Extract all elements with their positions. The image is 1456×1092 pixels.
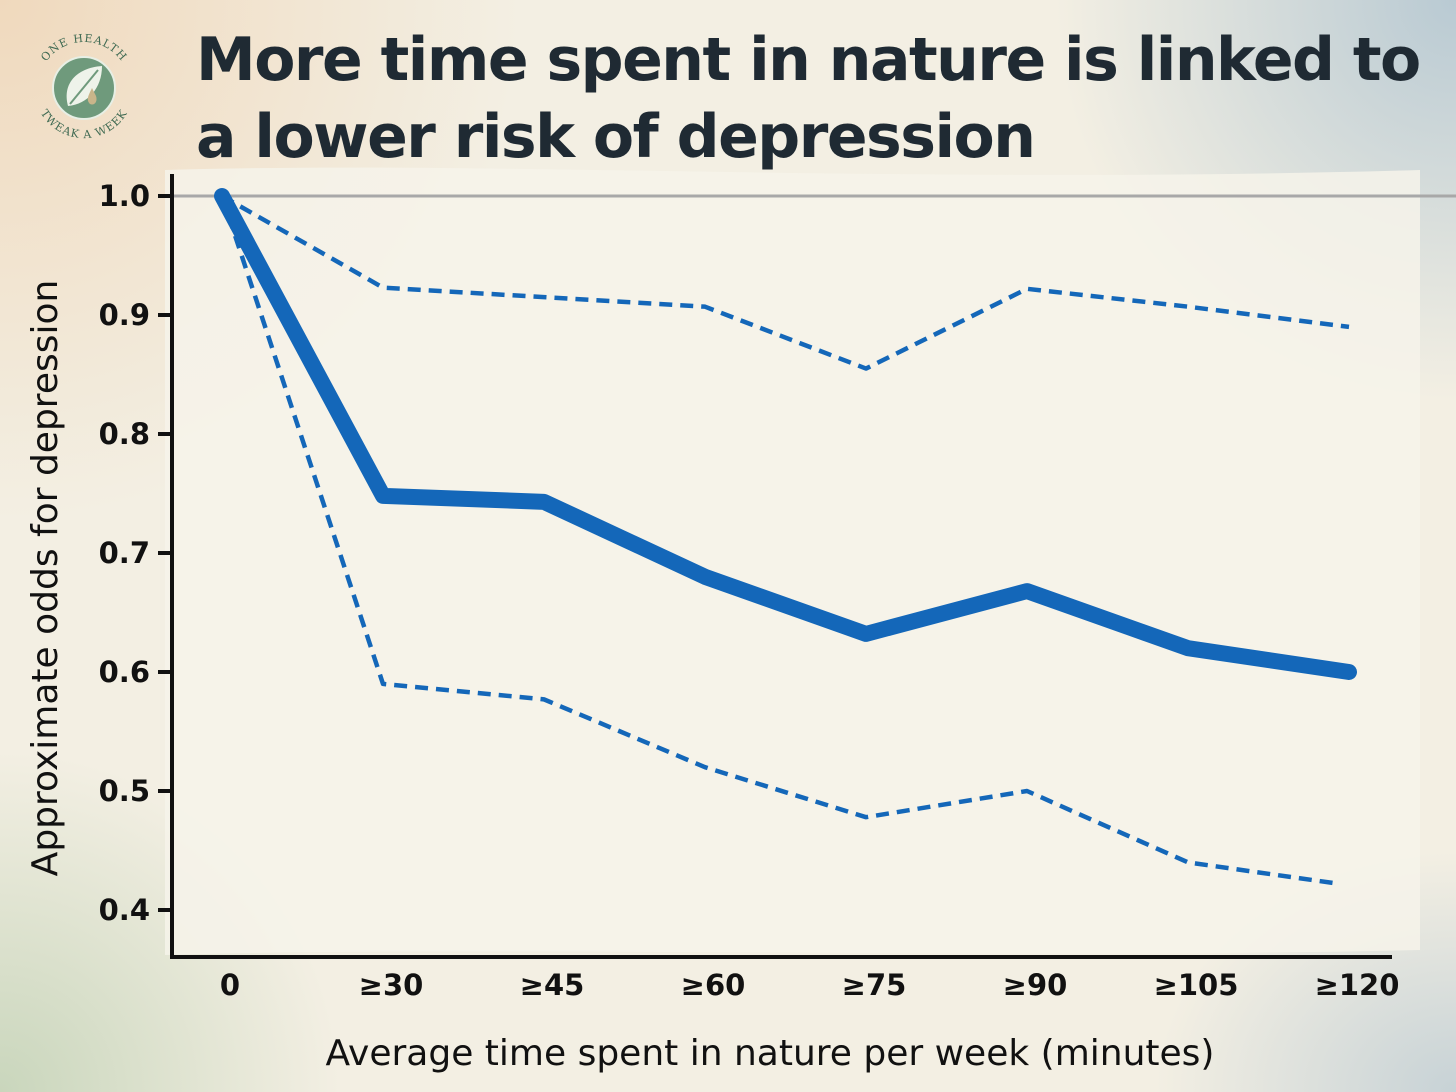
y-tick-label: 0.6: [99, 655, 150, 689]
x-tick-label: ≥105: [1154, 968, 1239, 1002]
y-tick-label: 0.5: [99, 774, 150, 808]
y-axis-label: Approximate odds for depression: [25, 280, 66, 877]
x-tick-label: ≥45: [520, 968, 585, 1002]
x-tick-label: ≥60: [681, 968, 746, 1002]
chart-title: More time spent in nature is linked to a…: [196, 25, 1421, 172]
upper-bound-line: [220, 194, 1350, 371]
x-axis-ticks: 0 ≥30 ≥45 ≥60 ≥75 ≥90 ≥105 ≥120: [220, 968, 1400, 1002]
lower-bound-line: [219, 195, 1340, 887]
x-tick-label: ≥90: [1003, 968, 1068, 1002]
y-tick-label: 0.4: [99, 893, 150, 927]
x-tick-label: ≥30: [359, 968, 424, 1002]
y-tick-label: 0.9: [99, 298, 150, 332]
y-tick-label: 0.8: [99, 417, 150, 451]
x-tick-label: 0: [220, 968, 240, 1002]
y-axis-ticks: 1.0 0.9 0.8 0.7 0.6 0.5 0.4: [99, 179, 172, 927]
series-group: [214, 188, 1357, 887]
x-tick-label: ≥120: [1315, 968, 1400, 1002]
estimate-line: [214, 188, 1357, 680]
y-tick-label: 1.0: [99, 179, 150, 213]
x-axis-label: Average time spent in nature per week (m…: [326, 1033, 1215, 1074]
one-health-logo: ONE HEALTH TWEAK A WEEK: [38, 32, 129, 142]
y-tick-label: 0.7: [99, 536, 150, 570]
x-tick-label: ≥75: [842, 968, 907, 1002]
leaf-droplet-icon: [66, 66, 102, 106]
